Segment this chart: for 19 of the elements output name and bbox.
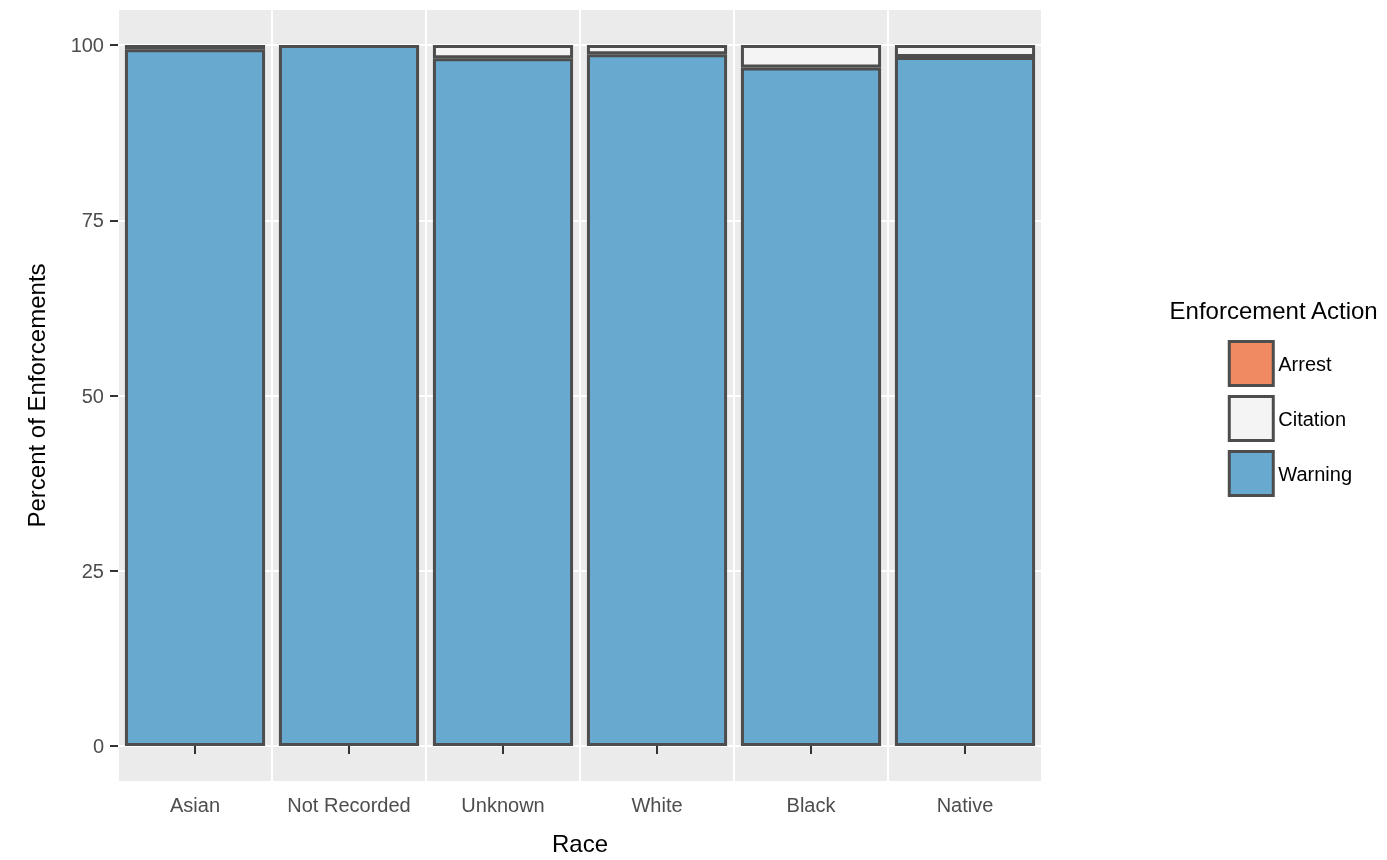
legend-label: Citation [1278,407,1347,430]
y-tick-label: 75 [81,209,104,232]
y-tick-label: 50 [81,384,104,407]
legend-title: Enforcement Action [1169,296,1378,324]
x-tick-label: Unknown [461,794,545,816]
y-axis-title: Percent of Enforcements [22,263,50,528]
x-tick-label: Asian [169,794,221,816]
bar [124,49,266,746]
legend-label: Arrest [1278,352,1333,375]
x-tick-label: Native [936,794,994,816]
x-tick-label: Black [786,794,837,816]
legend-label: Warning [1278,462,1352,485]
y-tick-label: 100 [70,34,104,57]
x-tick-label: Not Recorded [287,794,411,816]
y-tick-label: 0 [92,734,104,757]
x-axis-title: Race [551,829,609,857]
y-tick-label: 25 [81,559,104,582]
x-tick-label: White [631,794,683,816]
bar [278,45,420,746]
